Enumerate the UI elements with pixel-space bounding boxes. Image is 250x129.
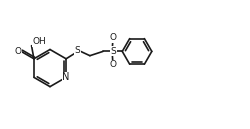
Text: O: O xyxy=(15,47,22,56)
Text: OH: OH xyxy=(32,37,46,46)
Text: O: O xyxy=(109,33,116,42)
Text: S: S xyxy=(110,47,116,56)
Text: O: O xyxy=(109,61,116,70)
Text: N: N xyxy=(62,72,70,82)
Text: S: S xyxy=(75,46,80,55)
